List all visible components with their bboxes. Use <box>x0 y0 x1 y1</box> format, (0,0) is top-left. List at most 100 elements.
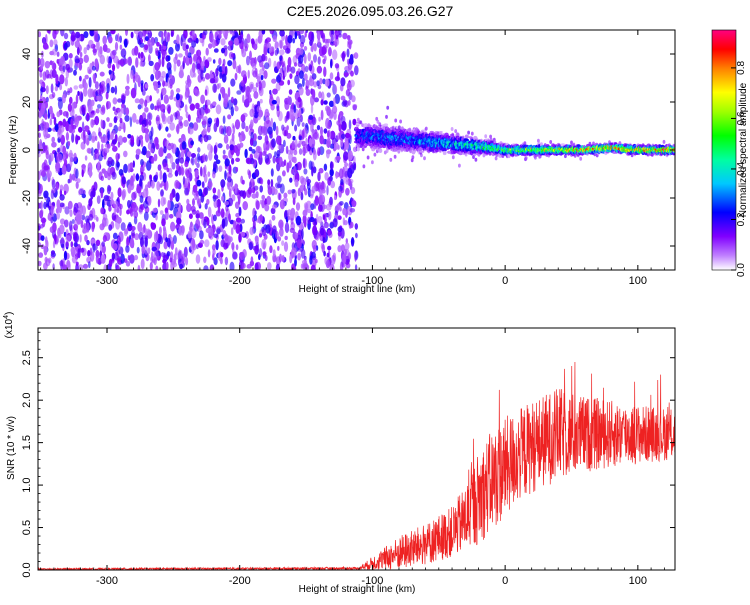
noise-cell <box>310 264 316 270</box>
halo-cell <box>385 114 388 119</box>
noise-cell <box>298 86 304 96</box>
noise-cell <box>97 161 101 167</box>
noise-cell <box>227 45 233 51</box>
noise-cell <box>66 90 71 96</box>
noise-cell <box>143 211 149 221</box>
noise-cell <box>144 36 149 42</box>
noise-cell <box>119 44 123 50</box>
noise-cell <box>259 185 264 193</box>
noise-cell <box>212 171 216 179</box>
noise-cell <box>252 70 258 78</box>
noise-cell <box>350 187 356 195</box>
noise-cell <box>300 248 306 259</box>
halo-cell <box>393 154 397 159</box>
noise-cell <box>259 98 263 104</box>
noise-cell <box>84 234 88 242</box>
noise-cell <box>308 114 314 120</box>
noise-cell <box>38 241 41 248</box>
noise-cell <box>41 37 47 44</box>
noise-cell <box>40 200 43 211</box>
noise-cell <box>224 158 230 167</box>
noise-cell <box>264 134 269 146</box>
noise-cell <box>117 108 122 119</box>
signal-cell <box>361 123 364 127</box>
noise-cell <box>309 216 315 223</box>
noise-cell <box>265 115 270 125</box>
noise-cell <box>135 148 141 155</box>
noise-cell <box>132 204 139 212</box>
noise-cell <box>159 210 164 215</box>
noise-cell <box>154 36 159 44</box>
noise-cell <box>255 237 259 246</box>
noise-cell <box>333 111 337 120</box>
noise-cell <box>51 179 56 189</box>
noise-cell <box>176 217 182 225</box>
noise-cell <box>317 84 322 90</box>
noise-cell <box>55 161 61 172</box>
noise-cell <box>283 241 289 252</box>
noise-cell <box>38 57 41 67</box>
halo-cell <box>408 127 412 132</box>
noise-cell <box>160 196 165 207</box>
noise-cell <box>287 215 291 221</box>
noise-cell <box>259 214 263 222</box>
noise-cell <box>205 154 208 162</box>
noise-cell <box>94 149 100 160</box>
noise-cell <box>78 189 81 196</box>
noise-cell <box>125 245 130 253</box>
noise-cell <box>300 192 304 201</box>
noise-cell <box>102 35 107 45</box>
noise-cell <box>216 228 221 235</box>
noise-cell <box>306 264 310 270</box>
noise-cell <box>348 252 352 260</box>
noise-cell <box>253 185 259 191</box>
noise-cell <box>209 103 213 110</box>
noise-cell <box>235 224 241 234</box>
noise-cell <box>216 83 220 90</box>
noise-cell <box>153 81 159 91</box>
noise-cell <box>326 252 330 258</box>
noise-cell <box>322 78 326 85</box>
noise-cell <box>211 244 216 251</box>
noise-cell <box>230 227 234 236</box>
noise-cell <box>292 156 297 164</box>
noise-cell <box>137 31 143 40</box>
noise-cell <box>286 64 289 73</box>
noise-cell <box>302 214 307 225</box>
noise-cell <box>128 221 132 228</box>
noise-cell <box>41 209 44 215</box>
noise-cell <box>240 114 246 123</box>
noise-cell <box>334 30 340 38</box>
noise-cell <box>40 224 44 229</box>
noise-cell <box>291 247 297 257</box>
noise-cell <box>129 177 134 186</box>
noise-cell <box>240 30 244 35</box>
noise-cell <box>332 218 338 228</box>
noise-cell <box>81 205 87 216</box>
noise-cell <box>303 168 308 175</box>
noise-cell <box>172 235 177 244</box>
noise-cell <box>254 169 260 178</box>
noise-cell <box>253 133 257 141</box>
noise-cell <box>185 55 191 66</box>
noise-cell <box>348 40 352 50</box>
noise-cell <box>81 121 85 132</box>
noise-cell <box>328 210 332 221</box>
noise-cell <box>179 65 184 76</box>
noise-cell <box>92 73 96 82</box>
noise-cell <box>234 183 239 190</box>
noise-cell <box>140 258 145 270</box>
noise-cell <box>223 93 229 104</box>
noise-cell <box>113 200 119 209</box>
noise-cell <box>334 37 340 47</box>
noise-cell <box>192 238 196 249</box>
noise-cell <box>221 218 226 229</box>
noise-cell <box>139 60 143 67</box>
noise-cell <box>268 45 272 54</box>
halo-cell <box>451 155 455 160</box>
noise-cell <box>269 245 273 254</box>
noise-cell <box>158 123 162 131</box>
noise-cell <box>54 124 59 131</box>
noise-cell <box>55 74 59 85</box>
noise-cell <box>182 176 186 185</box>
